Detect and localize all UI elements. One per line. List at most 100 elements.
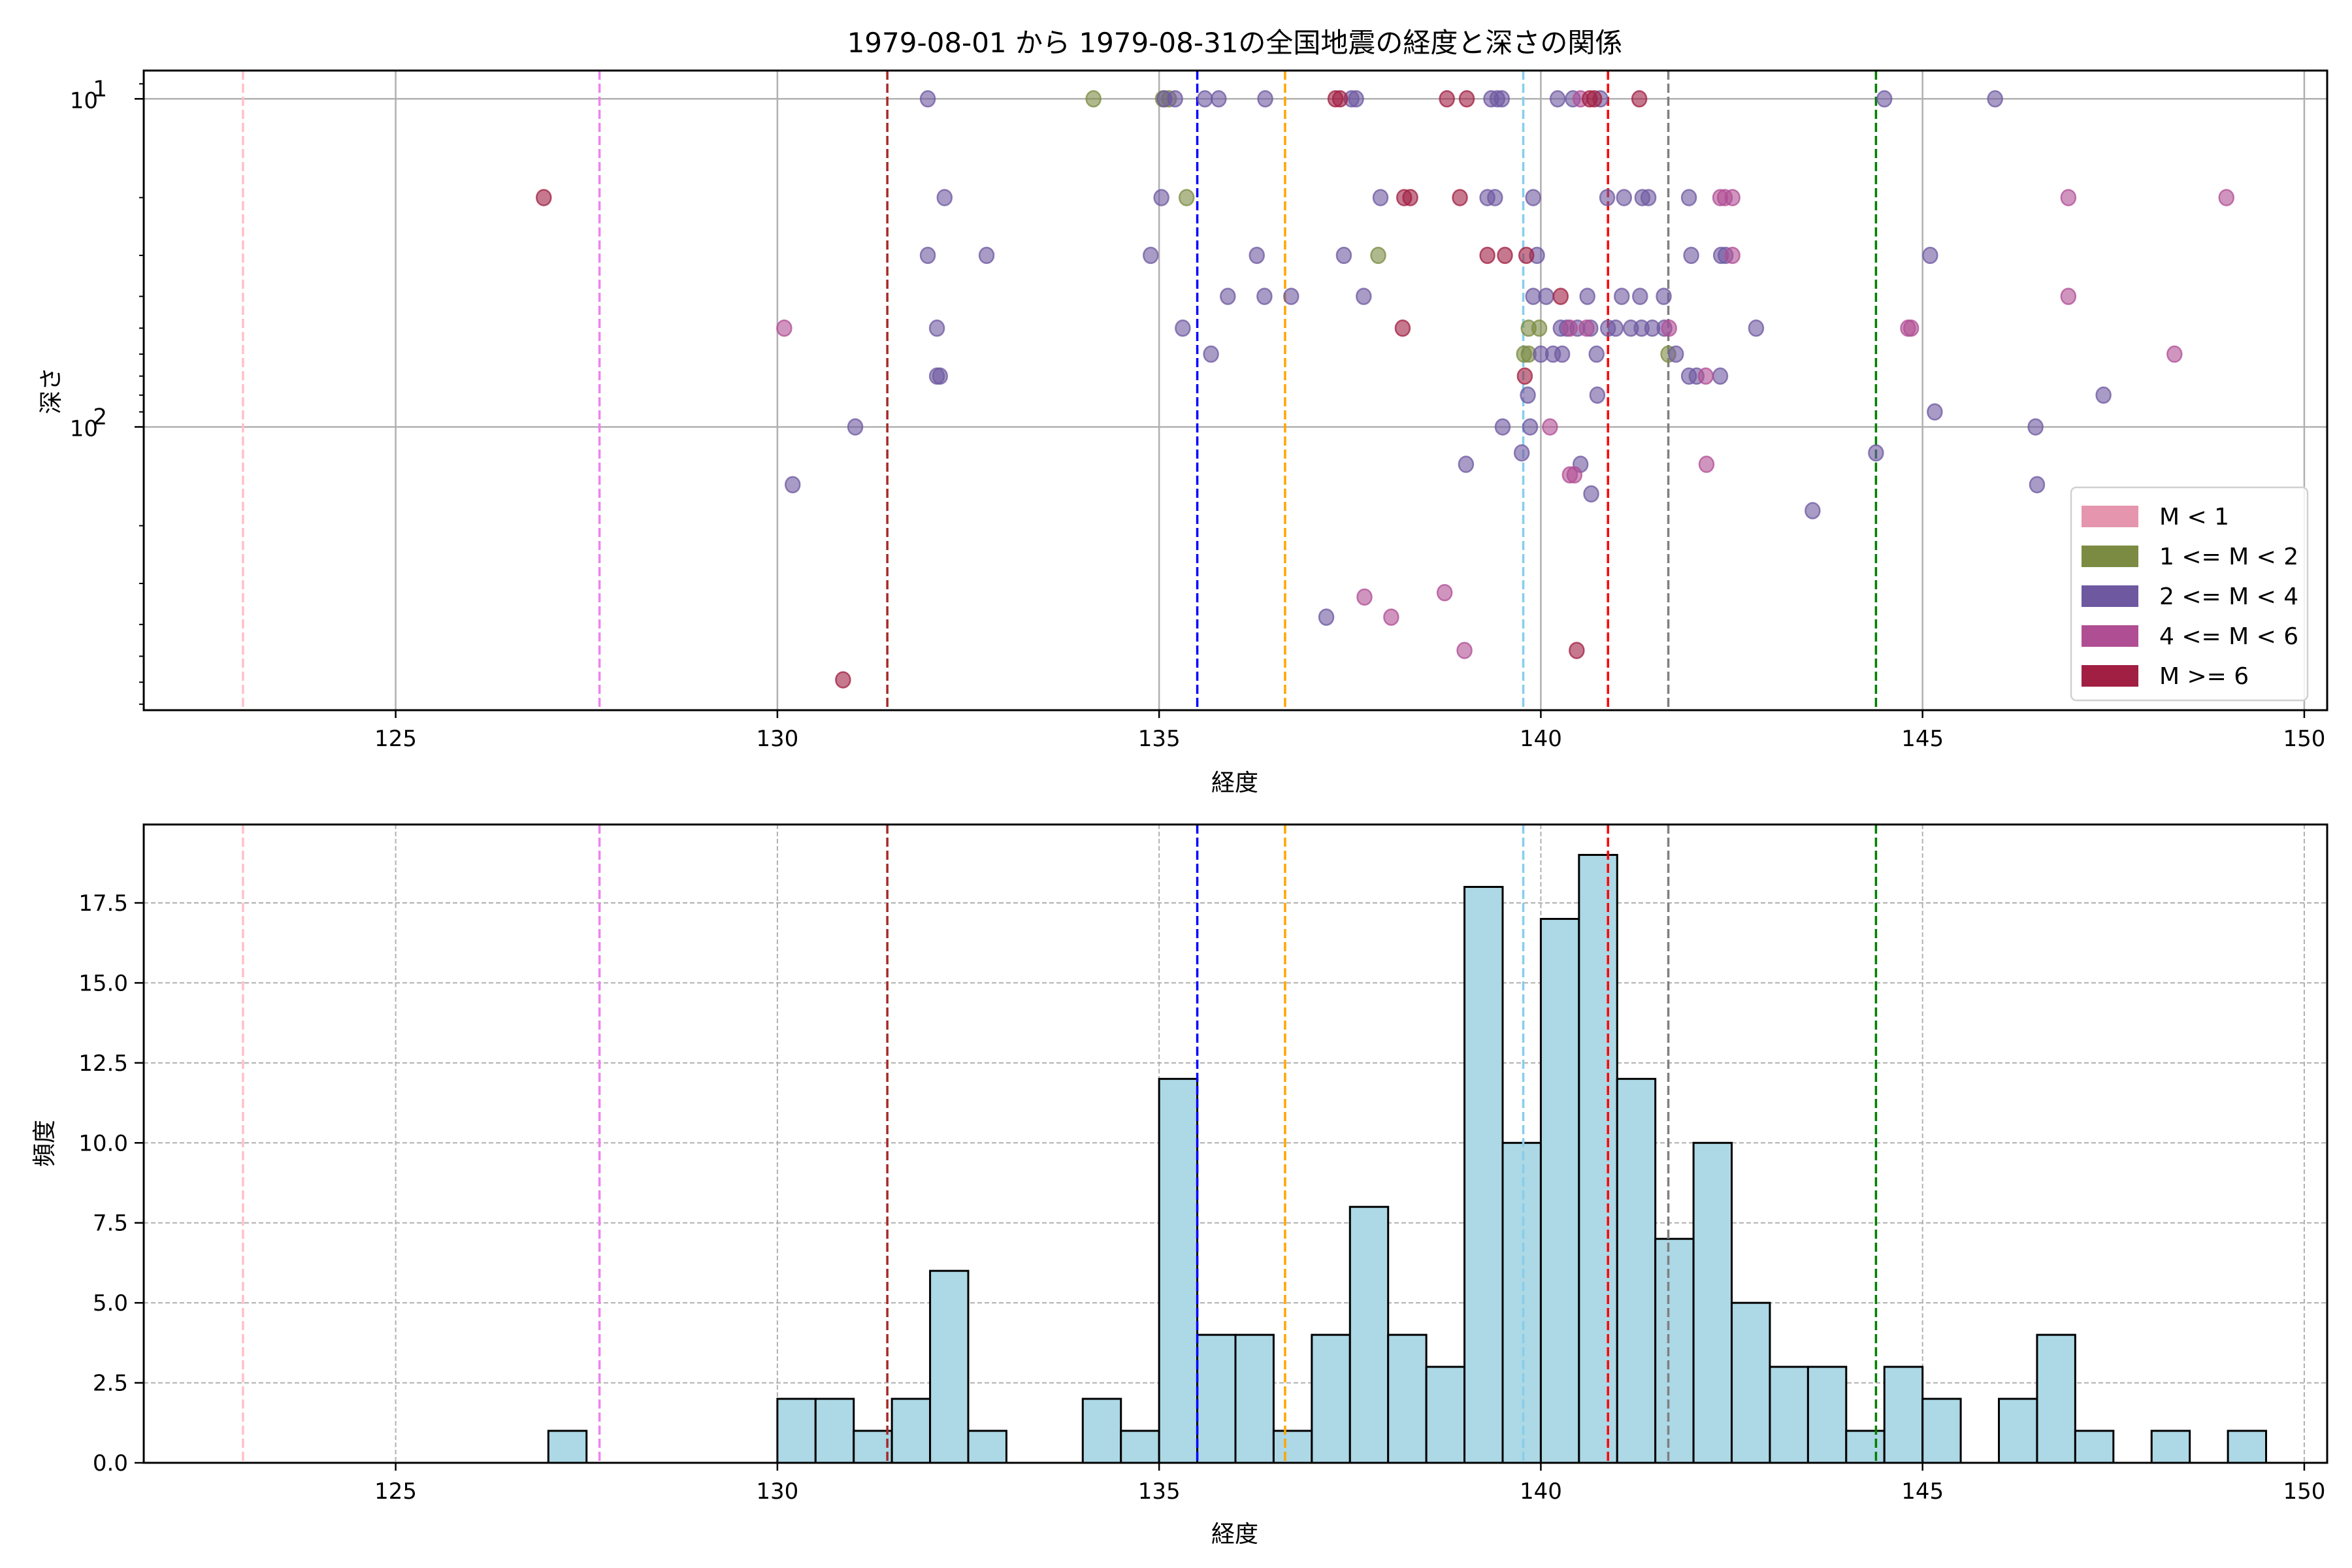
- scatter-point: [1256, 287, 1273, 305]
- histogram-bar: [1272, 1429, 1313, 1464]
- scatter-point: [1335, 246, 1352, 265]
- scatter-point: [1085, 90, 1102, 108]
- scatter-axes-frame: [142, 69, 2328, 711]
- scatter-point: [785, 476, 801, 494]
- scatter-point: [1805, 502, 1821, 519]
- scatter-point: [1656, 287, 1672, 305]
- scatter-point: [1599, 189, 1616, 206]
- scatter-point: [1927, 403, 1943, 421]
- scatter-x-tick-label: 130: [756, 726, 798, 752]
- scatter-point: [2060, 287, 2077, 305]
- histogram-x-tick-label: 125: [374, 1478, 417, 1505]
- legend-swatch: [2082, 625, 2138, 647]
- scatter-point: [1348, 90, 1364, 108]
- scatter-point: [2166, 345, 2183, 363]
- scatter-point: [1143, 246, 1159, 265]
- histogram-bar: [1463, 885, 1504, 1464]
- histogram-y-axis-label: 頻度: [31, 1120, 58, 1167]
- scatter-point: [1588, 345, 1605, 363]
- histogram-y-tick-label: 0.0: [93, 1450, 128, 1477]
- legend-label: 1 <= M < 2: [2159, 544, 2298, 570]
- legend-swatch: [2082, 585, 2138, 607]
- scatter-point: [1394, 319, 1411, 337]
- scatter-point: [1203, 345, 1219, 363]
- histogram-bar: [1806, 1365, 1848, 1464]
- scatter-point: [1903, 319, 1919, 337]
- histogram-bar: [1616, 1077, 1657, 1464]
- histogram-x-tick-label: 145: [1901, 1478, 1944, 1505]
- histogram-bar: [2074, 1429, 2115, 1464]
- scatter-point: [1683, 246, 1699, 265]
- scatter-point: [1987, 90, 2003, 108]
- scatter-point: [1178, 189, 1195, 206]
- scatter-point: [1436, 583, 1453, 602]
- scatter-x-tick-label: 145: [1901, 726, 1944, 752]
- scatter-point: [1497, 246, 1513, 265]
- histogram-bar: [1539, 917, 1580, 1464]
- scatter-point: [1680, 189, 1697, 206]
- scatter-point: [1697, 367, 1714, 385]
- scatter-point: [1724, 189, 1740, 206]
- histogram-bar: [814, 1397, 855, 1464]
- scatter-point: [1402, 189, 1418, 206]
- scatter-point: [1579, 287, 1595, 305]
- scatter-point: [1487, 189, 1503, 206]
- histogram-bar: [929, 1269, 970, 1464]
- histogram-panel: 125 130 135 140 145 150 0.0 2.5 5.0 7.5 10.0 12.5 1…: [31, 823, 2328, 1548]
- histogram-y-tick-label: 10.0: [78, 1130, 128, 1156]
- scatter-point: [1578, 319, 1595, 337]
- histogram-bar: [1348, 1205, 1390, 1464]
- scatter-point: [1522, 418, 1539, 436]
- scatter-x-tick-label: 150: [2283, 726, 2325, 752]
- scatter-point: [932, 367, 949, 385]
- scatter-y-axis-label: 深さ: [38, 367, 65, 414]
- histogram-x-tick-label: 135: [1138, 1478, 1181, 1505]
- scatter-x-tick-label: 140: [1520, 726, 1562, 752]
- histogram-bar: [1234, 1333, 1275, 1464]
- scatter-point: [1520, 386, 1536, 404]
- scatter-point: [1586, 90, 1603, 108]
- scatter-point: [1561, 319, 1578, 337]
- scatter-point: [1589, 386, 1606, 404]
- scatter-point: [1667, 345, 1684, 363]
- scatter-point: [1513, 444, 1530, 462]
- scatter-point: [928, 319, 945, 337]
- scatter-title: 1979-08-01 から 1979-08-31の全国地震の経度と深さの関係: [847, 27, 1623, 59]
- histogram-y-tick-label: 7.5: [93, 1211, 128, 1237]
- scatter-point: [1607, 319, 1624, 337]
- histogram-bar: [1501, 1141, 1542, 1464]
- scatter-point: [1583, 485, 1599, 503]
- scatter-point: [2218, 189, 2235, 206]
- histogram-x-tick-label: 150: [2283, 1478, 2325, 1505]
- scatter-point: [1283, 287, 1299, 305]
- histogram-bar: [853, 1429, 893, 1464]
- histogram-reference-lines: [242, 825, 1878, 1463]
- scatter-y-tick-exponent: 1: [93, 76, 107, 102]
- scatter-point: [1712, 367, 1729, 385]
- histogram-x-axis-label: 経度: [1211, 1521, 1258, 1548]
- scatter-x-tick-label: 135: [1138, 726, 1181, 752]
- histogram-bar: [1883, 1365, 1924, 1464]
- scatter-point: [1494, 90, 1511, 108]
- scatter-point: [1211, 90, 1227, 108]
- histogram-bar: [1731, 1301, 1771, 1464]
- histogram-bar: [967, 1429, 1007, 1464]
- histogram-bar: [547, 1429, 588, 1464]
- legend-swatch: [2082, 546, 2138, 567]
- scatter-point: [1479, 246, 1495, 265]
- scatter-point: [1525, 189, 1541, 206]
- scatter-point: [1439, 90, 1455, 108]
- scatter-point: [1549, 90, 1566, 108]
- histogram-bars: [547, 854, 2268, 1464]
- scatter-point: [1456, 642, 1473, 659]
- scatter-point: [1356, 287, 1372, 305]
- scatter-x-axis-label: 経度: [1211, 770, 1258, 796]
- histogram-bar: [1578, 854, 1618, 1464]
- histogram-bar: [2036, 1333, 2076, 1464]
- scatter-point: [1257, 90, 1273, 108]
- histogram-y-tick-label: 5.0: [93, 1290, 128, 1316]
- legend-label: 2 <= M < 4: [2159, 583, 2298, 610]
- histogram-bar: [1845, 1429, 1886, 1464]
- scatter-point: [2060, 189, 2077, 206]
